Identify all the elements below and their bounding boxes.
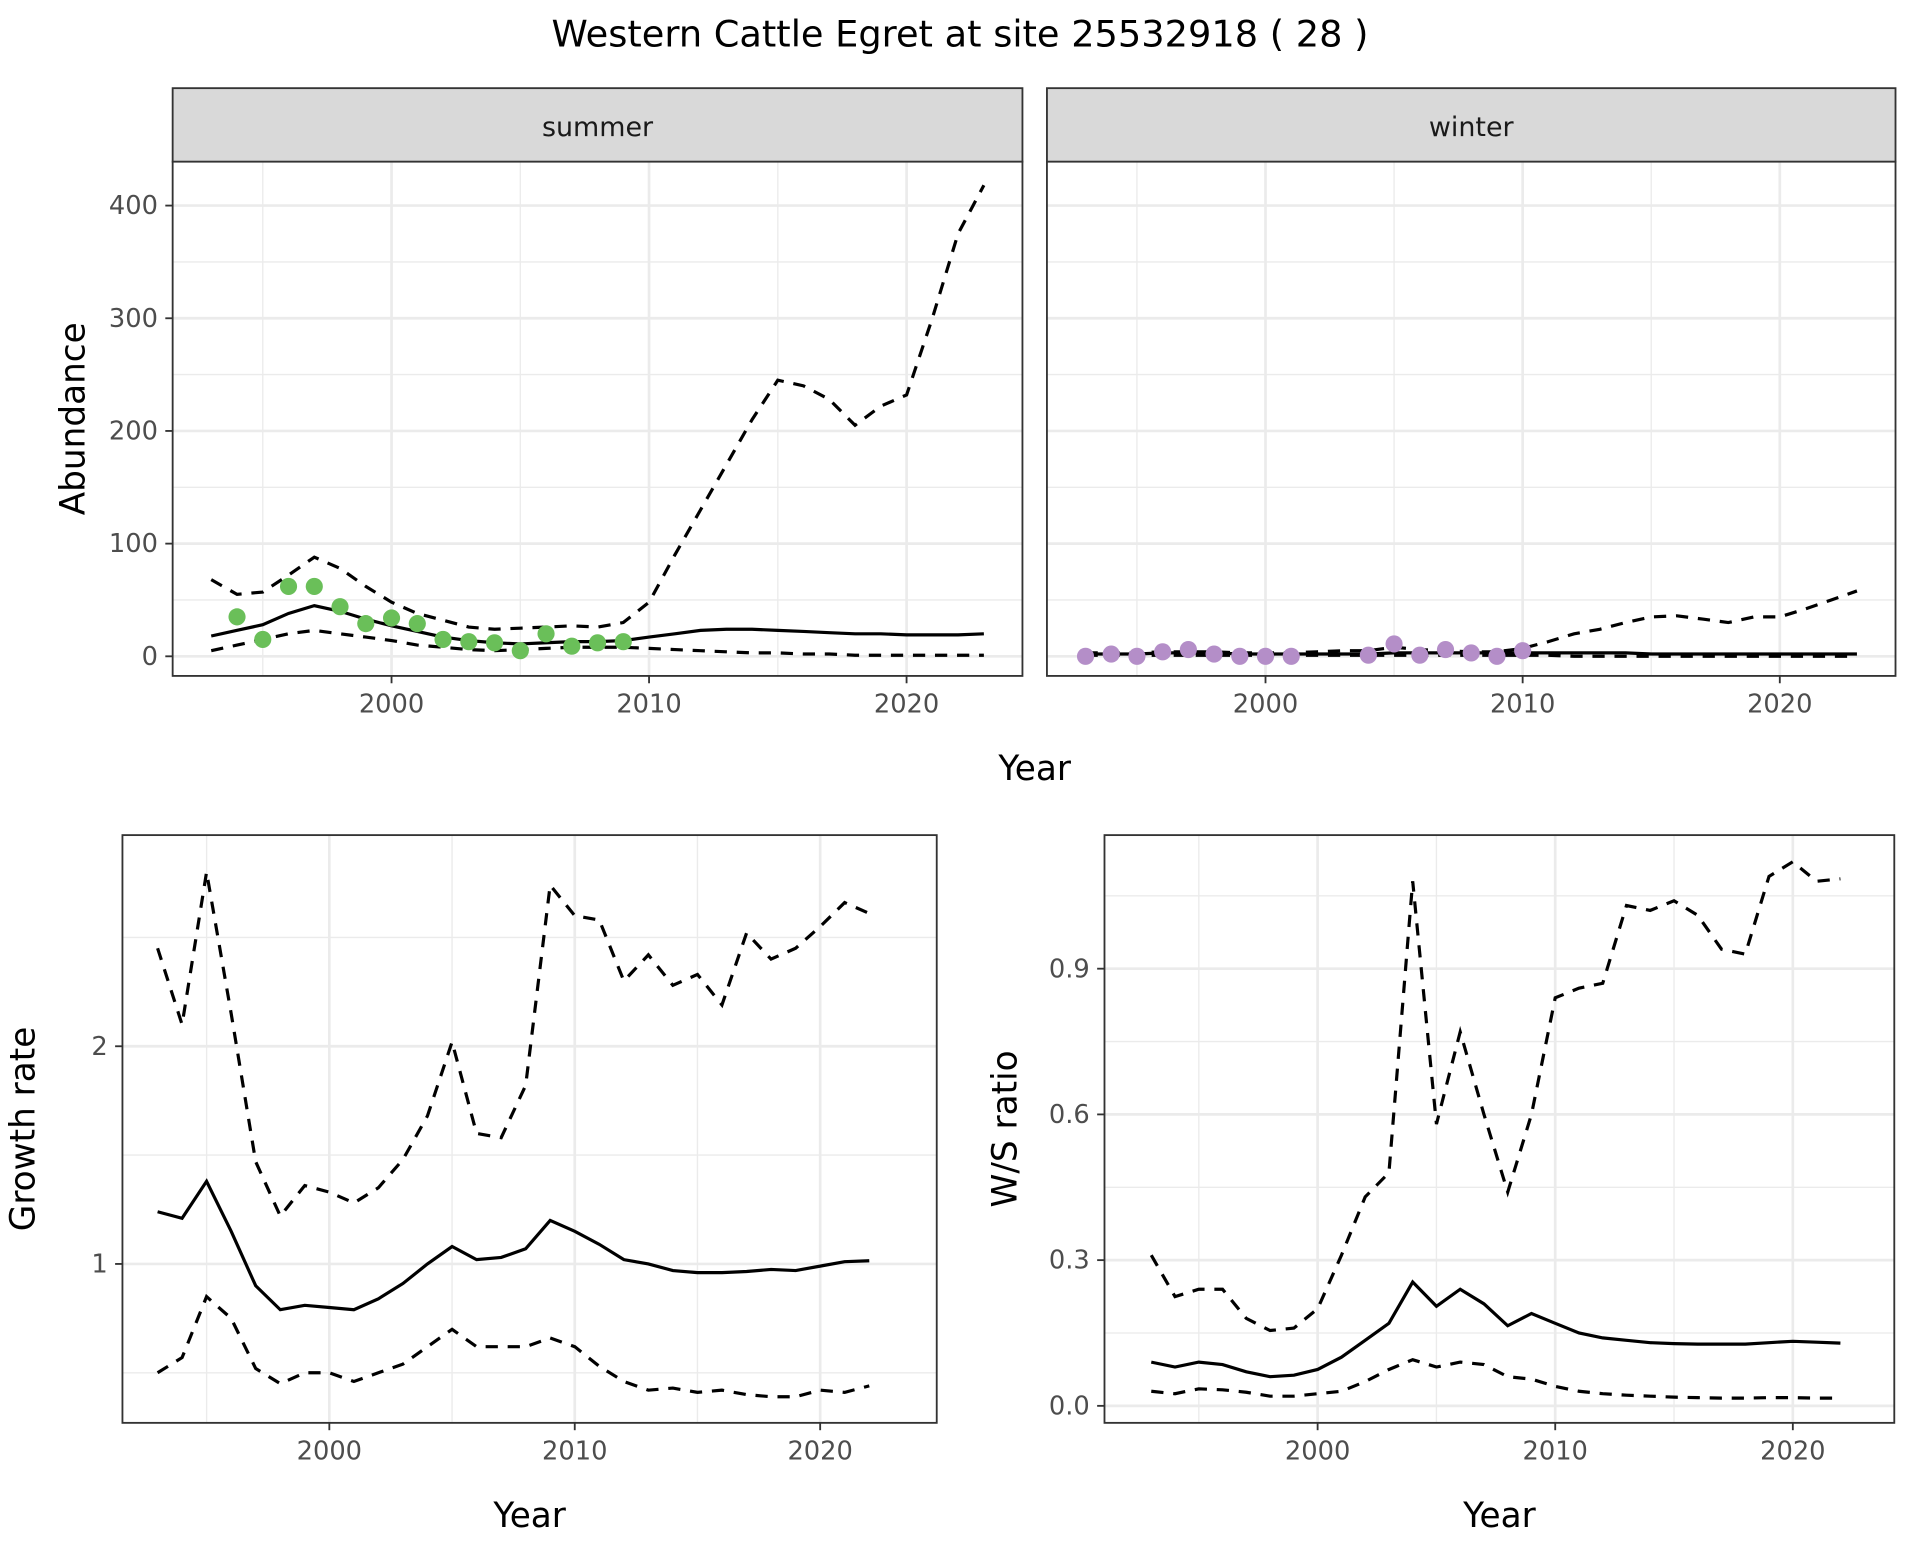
y-tick-label: 0.3 [1049, 1246, 1090, 1276]
x-tick-label: 2020 [1747, 690, 1812, 720]
upper-ci-line [1149, 859, 1841, 1333]
estimate-line [157, 1178, 870, 1312]
x-tick-label: 2000 [359, 690, 424, 720]
observed-point [1462, 644, 1480, 662]
facet-strip [1046, 87, 1897, 163]
observed-point [1231, 647, 1249, 665]
y-tick-label: 400 [109, 191, 158, 221]
observed-point [279, 577, 298, 596]
observed-point [1102, 645, 1120, 663]
upper-ci-line [210, 184, 986, 631]
x-axis-title: Year [492, 1496, 566, 1536]
observed-point [537, 625, 555, 643]
observed-point [228, 608, 246, 626]
x-tick-label: 2020 [787, 1437, 852, 1467]
observed-point [1436, 640, 1455, 659]
y-tick-label: 0 [142, 642, 158, 672]
panel-summer: summer 2000 2010 2020 0 100 200 300 400 Abundance [53, 87, 1024, 720]
observed-point [305, 577, 323, 596]
observed-point [1179, 640, 1197, 659]
y-axis-title: Abundance [53, 322, 93, 515]
observed-point [382, 609, 401, 627]
panel-border [1046, 160, 1897, 677]
upper-ci-line [156, 871, 870, 1220]
x-tick-label: 2000 [1233, 690, 1298, 720]
panel-border [171, 160, 1024, 677]
observed-point [1411, 646, 1429, 664]
observed-point [485, 634, 504, 652]
observed-point [254, 630, 272, 648]
y-tick-label: 2 [91, 1032, 107, 1062]
observed-point [408, 615, 426, 633]
observed-point [331, 598, 349, 616]
observed-point [1385, 635, 1403, 653]
observed-point [511, 642, 529, 660]
lower-ci-line [1151, 1357, 1841, 1400]
observed-point [1256, 647, 1275, 665]
x-tick-label: 2020 [1760, 1437, 1825, 1467]
x-tick-label: 2020 [874, 690, 939, 720]
observed-point [1205, 645, 1223, 663]
x-tick-label: 2000 [297, 1437, 362, 1467]
y-tick-label: 200 [109, 417, 158, 447]
x-tick-label: 2010 [542, 1437, 607, 1467]
y-axis-title: W/S ratio [985, 1050, 1025, 1207]
panel-border [1103, 834, 1896, 1424]
y-tick-label: 300 [109, 304, 158, 334]
facet-strip-label: winter [1429, 112, 1515, 143]
lower-ci-line [156, 1293, 870, 1399]
panel-panel-2: 2000 2010 2020 1 2 Year Growth rate [3, 834, 938, 1536]
x-axis-title: Year [1462, 1496, 1536, 1536]
x-tick-label: 2010 [1490, 690, 1555, 720]
lower-ci-line [210, 628, 984, 657]
figure-title: Western Cattle Egret at site 25532918 ( … [552, 13, 1369, 56]
y-tick-label: 0.9 [1049, 954, 1090, 984]
x-tick-label: 2010 [1523, 1437, 1588, 1467]
observed-point [588, 634, 607, 652]
observed-point [434, 630, 452, 648]
observed-point [1154, 643, 1172, 661]
observed-point [1359, 646, 1377, 664]
observed-point [1128, 647, 1146, 665]
y-axis-title: Growth rate [3, 1027, 43, 1232]
observed-point [1514, 642, 1532, 660]
observed-point [357, 615, 375, 633]
y-tick-label: 0.6 [1049, 1100, 1090, 1130]
y-tick-label: 1 [91, 1250, 107, 1280]
facet-strip [171, 87, 1024, 163]
y-tick-label: 100 [109, 529, 158, 559]
observed-point [460, 633, 478, 651]
facet-strip-label: summer [542, 112, 654, 143]
y-tick-label: 0.0 [1049, 1391, 1090, 1421]
x-axis-title: Year [997, 749, 1071, 789]
observed-point [1488, 647, 1506, 665]
x-tick-label: 2000 [1285, 1437, 1350, 1467]
observed-point [1076, 647, 1095, 665]
estimate-line [1150, 1279, 1841, 1379]
observed-point [1282, 647, 1300, 665]
panel-border [121, 834, 938, 1424]
panel-winter: winter 2000 2010 2020 [1046, 87, 1897, 720]
x-tick-label: 2010 [616, 690, 681, 720]
observed-point [563, 637, 581, 655]
observed-point [614, 633, 632, 651]
panel-panel-3: 2000 2010 2020 0.0 0.3 0.6 0.9 Year W/S ratio [985, 834, 1896, 1536]
